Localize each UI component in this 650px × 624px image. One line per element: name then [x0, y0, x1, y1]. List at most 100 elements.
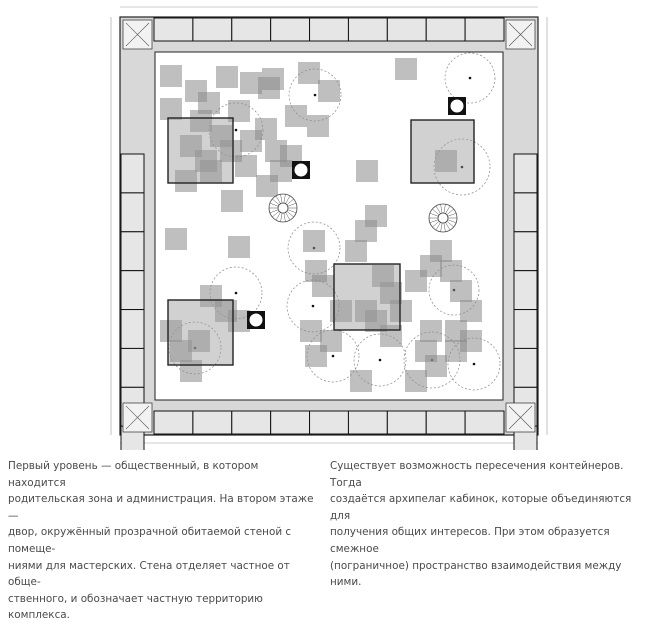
- room-top: [425, 17, 466, 42]
- room-right: [513, 309, 538, 349]
- room-left: [120, 270, 145, 311]
- container-cabin: [460, 300, 482, 322]
- container-cabin: [303, 230, 325, 252]
- container-cabin: [216, 66, 238, 88]
- room-left: [120, 153, 145, 194]
- container-cabin: [262, 68, 284, 90]
- zone-center-dot: [313, 93, 317, 97]
- room-top: [309, 17, 349, 42]
- container-cabin: [165, 228, 187, 250]
- container-cabin: [170, 340, 192, 362]
- spiral-step: [269, 202, 279, 207]
- container-cabin: [450, 280, 472, 302]
- elevator-icon: [449, 98, 465, 114]
- room-bottom: [347, 410, 388, 435]
- spiral-step: [446, 221, 454, 228]
- zone-center-dot: [378, 358, 382, 362]
- spiral-step: [446, 208, 454, 215]
- room-top: [153, 17, 194, 42]
- container-cabin: [365, 205, 387, 227]
- container-cabin: [235, 155, 257, 177]
- zone-center-dot: [234, 128, 238, 132]
- spiral-step: [435, 205, 441, 214]
- room-right: [513, 270, 538, 311]
- spiral-step: [285, 212, 291, 221]
- spiral-step: [287, 202, 297, 207]
- zone-center-dot: [468, 76, 472, 80]
- container-cabin: [240, 72, 262, 94]
- container-cabin: [395, 58, 417, 80]
- spiral-step: [447, 219, 457, 224]
- room-right: [513, 231, 538, 272]
- container-cabin: [330, 300, 352, 322]
- spiral-step: [269, 209, 279, 214]
- container-cabin: [405, 370, 427, 392]
- room-top: [347, 17, 388, 42]
- spiral-step: [443, 204, 446, 214]
- spiral-step: [445, 205, 451, 214]
- room-top: [231, 17, 272, 42]
- container-cabin: [305, 345, 327, 367]
- container-cabin: [440, 260, 462, 282]
- zone-circle: [444, 52, 496, 104]
- container-cabin: [285, 105, 307, 127]
- room-right: [513, 192, 538, 233]
- zone-center-dot: [472, 362, 476, 366]
- room-right: [513, 153, 538, 194]
- container-cabin: [380, 282, 402, 304]
- stair-core-icon: [125, 405, 150, 430]
- room-bottom: [386, 410, 427, 435]
- spiral-step: [447, 212, 457, 217]
- container-cabin: [420, 320, 442, 342]
- room-bottom: [425, 410, 466, 435]
- container-cabin: [160, 98, 182, 120]
- container-cabin: [390, 300, 412, 322]
- container-cabin: [350, 370, 372, 392]
- spiral-step: [283, 194, 286, 204]
- zone-center-dot: [331, 354, 335, 358]
- pavilion: [333, 263, 401, 331]
- spiral-step: [286, 211, 294, 218]
- room-left: [120, 309, 145, 349]
- room-top: [192, 17, 233, 42]
- stair-core-icon: [508, 405, 533, 430]
- container-cabin: [460, 330, 482, 352]
- container-cabin: [300, 320, 322, 342]
- spiral-step: [280, 212, 283, 222]
- spiral-step: [443, 222, 446, 232]
- container-cabin: [298, 62, 320, 84]
- spiral-step: [275, 212, 281, 221]
- room-bottom: [192, 410, 233, 435]
- stair-core-icon: [508, 22, 533, 47]
- room-top: [386, 17, 427, 42]
- room-left: [120, 192, 145, 233]
- spiral-core: [277, 202, 289, 214]
- container-cabin: [356, 160, 378, 182]
- spiral-step: [283, 212, 286, 222]
- container-cabin: [188, 330, 210, 352]
- container-cabin: [190, 110, 212, 132]
- spiral-step: [440, 204, 443, 214]
- container-cabin: [160, 320, 182, 342]
- zone-center-dot: [460, 165, 464, 169]
- container-cabin: [221, 190, 243, 212]
- room-bottom: [270, 410, 311, 435]
- spiral-step: [445, 222, 451, 231]
- spiral-step: [429, 219, 439, 224]
- room-top: [270, 17, 311, 42]
- container-cabin: [200, 160, 222, 182]
- spiral-core: [437, 212, 449, 224]
- caption-left: Первый уровень — общественный, в котором…: [8, 460, 314, 622]
- container-cabin: [228, 100, 250, 122]
- container-cabin: [435, 150, 457, 172]
- spiral-step: [435, 222, 441, 231]
- container-cabin: [228, 236, 250, 258]
- room-right: [513, 347, 538, 388]
- spiral-step: [275, 195, 281, 204]
- room-bottom: [309, 410, 349, 435]
- caption-right: Существует возможность пересечения конте…: [330, 460, 632, 589]
- spiral-step: [280, 194, 283, 204]
- container-cabin: [425, 355, 447, 377]
- container-cabin: [430, 240, 452, 262]
- pavilion: [167, 117, 234, 184]
